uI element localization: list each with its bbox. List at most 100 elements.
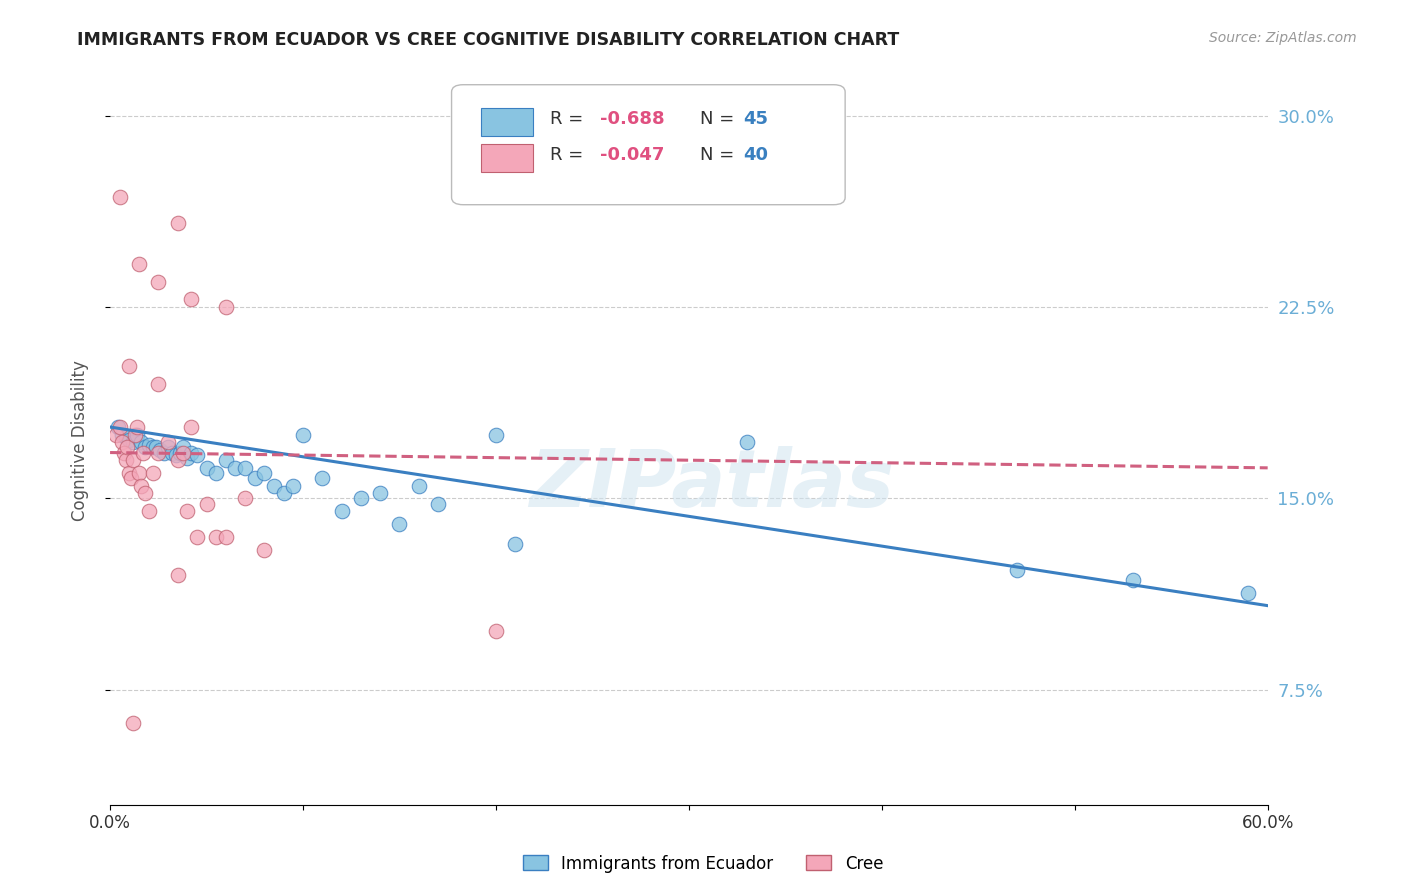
Point [132, 445, 155, 459]
Point [176, 504, 198, 518]
Point [180, 293, 202, 307]
Point [145, 441, 167, 455]
Point [503, 537, 526, 551]
Point [1237, 586, 1260, 600]
Point [111, 427, 134, 442]
Point [408, 479, 430, 493]
Text: Source: ZipAtlas.com: Source: ZipAtlas.com [1209, 31, 1357, 45]
Point [128, 466, 150, 480]
Legend: Immigrants from Ecuador, Cree: Immigrants from Ecuador, Cree [516, 848, 890, 880]
Point [485, 624, 508, 639]
Point [233, 460, 256, 475]
Point [125, 420, 148, 434]
Point [263, 479, 285, 493]
Point [114, 453, 136, 467]
Point [117, 441, 139, 455]
Point [114, 430, 136, 444]
Text: R =: R = [550, 146, 589, 164]
Point [388, 516, 411, 531]
Text: 40: 40 [744, 146, 768, 164]
Point [186, 448, 208, 462]
Point [118, 359, 141, 373]
Point [330, 504, 353, 518]
Point [166, 453, 188, 467]
Point [160, 445, 183, 459]
Point [148, 445, 170, 459]
Text: IMMIGRANTS FROM ECUADOR VS CREE COGNITIVE DISABILITY CORRELATION CHART: IMMIGRANTS FROM ECUADOR VS CREE COGNITIV… [77, 31, 900, 49]
Point [138, 438, 160, 452]
Point [104, 427, 127, 442]
Point [129, 479, 152, 493]
FancyBboxPatch shape [481, 145, 533, 172]
Point [215, 453, 238, 467]
Point [125, 427, 148, 442]
FancyBboxPatch shape [451, 85, 845, 204]
Point [283, 479, 305, 493]
Y-axis label: Cognitive Disability: Cognitive Disability [72, 360, 89, 522]
Point [485, 427, 508, 442]
Point [253, 542, 276, 557]
Point [141, 441, 163, 455]
Point [118, 466, 141, 480]
Point [122, 435, 145, 450]
Point [118, 433, 141, 447]
Point [180, 420, 202, 434]
Point [735, 435, 758, 450]
Point [165, 448, 187, 462]
Point [205, 530, 228, 544]
Point [166, 568, 188, 582]
Point [108, 190, 131, 204]
Point [233, 491, 256, 506]
Text: -0.688: -0.688 [600, 110, 665, 128]
Point [253, 466, 276, 480]
Point [129, 435, 152, 450]
Point [148, 275, 170, 289]
Point [122, 453, 145, 467]
Point [156, 441, 179, 455]
Point [195, 497, 218, 511]
Point [134, 486, 156, 500]
Point [215, 300, 238, 314]
Text: R =: R = [550, 110, 589, 128]
Point [108, 420, 131, 434]
Point [311, 471, 333, 485]
Text: N =: N = [700, 110, 741, 128]
Point [180, 445, 202, 459]
Point [195, 460, 218, 475]
Text: N =: N = [700, 146, 741, 164]
Point [148, 376, 170, 391]
Text: 45: 45 [744, 110, 768, 128]
Point [427, 497, 450, 511]
Point [186, 530, 208, 544]
Point [368, 486, 391, 500]
Point [166, 216, 188, 230]
Point [153, 445, 176, 459]
Point [169, 445, 191, 459]
Point [128, 257, 150, 271]
Point [149, 442, 172, 457]
Text: -0.047: -0.047 [600, 146, 664, 164]
Point [134, 441, 156, 455]
Point [224, 460, 246, 475]
Point [122, 716, 145, 731]
Point [292, 427, 315, 442]
Point [350, 491, 373, 506]
Point [112, 445, 135, 459]
Point [138, 504, 160, 518]
Point [120, 471, 142, 485]
FancyBboxPatch shape [481, 108, 533, 136]
Point [1122, 573, 1144, 587]
Text: ZIPatlas: ZIPatlas [530, 446, 894, 524]
Point [107, 420, 129, 434]
Point [172, 441, 194, 455]
Point [141, 466, 163, 480]
Point [111, 435, 134, 450]
Point [215, 530, 238, 544]
Point [205, 466, 228, 480]
Point [273, 486, 295, 500]
Point [172, 445, 194, 459]
Point [243, 471, 266, 485]
Point [1005, 563, 1028, 577]
Point [124, 427, 146, 442]
Point [176, 450, 198, 465]
